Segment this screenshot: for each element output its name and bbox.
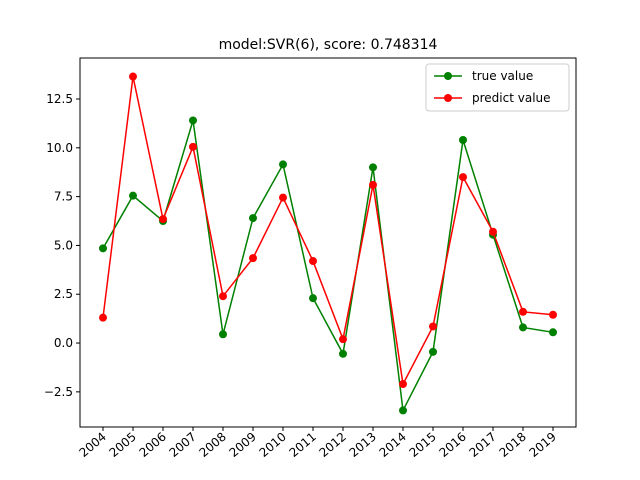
y-tick-label-2: 2.5 — [54, 287, 73, 301]
x-tick-label-2010: 2010 — [257, 430, 289, 460]
series-1-point-2007 — [189, 142, 197, 151]
series-layer — [99, 72, 557, 415]
series-0-point-2008 — [219, 330, 227, 339]
series-1-point-2017 — [489, 227, 497, 236]
y-tick-label-4: 7.5 — [54, 190, 73, 204]
series-1-point-2014 — [399, 380, 407, 389]
y-tick-label-3: 5.0 — [54, 238, 73, 252]
x-tick-label-2015: 2015 — [407, 430, 439, 460]
plot-frame — [79, 57, 577, 428]
series-0-point-2005 — [129, 191, 137, 200]
series-1-point-2018 — [519, 307, 527, 316]
series-0-point-2019 — [549, 328, 557, 337]
x-tick-label-2017: 2017 — [467, 430, 499, 460]
x-tick-label-2011: 2011 — [287, 430, 319, 460]
x-tick-label-2016: 2016 — [437, 430, 469, 460]
series-0-point-2011 — [309, 294, 317, 303]
x-tick-label-2008: 2008 — [197, 430, 229, 460]
series-0-point-2015 — [429, 347, 437, 356]
legend-marker-1 — [444, 94, 452, 102]
series-0-point-2018 — [519, 323, 527, 332]
series-0-point-2007 — [189, 116, 197, 125]
y-tick-label-0: −2.5 — [44, 385, 73, 399]
legend-label-1: predict value — [472, 91, 551, 105]
series-1-point-2004 — [99, 313, 107, 322]
series-1-point-2013 — [369, 180, 377, 189]
series-line-0 — [102, 120, 554, 413]
series-0-point-2013 — [369, 163, 377, 172]
series-0-point-2016 — [459, 136, 467, 144]
x-tick-label-2014: 2014 — [377, 430, 409, 460]
series-1-point-2011 — [309, 257, 317, 266]
series-1-point-2010 — [279, 193, 287, 202]
legend-item-1: predict value — [434, 91, 551, 105]
series-0 — [99, 116, 557, 415]
series-0-point-2010 — [279, 160, 287, 169]
series-1-point-2019 — [549, 310, 557, 319]
legend-marker-0 — [444, 72, 452, 80]
x-tick-label-2006: 2006 — [137, 430, 169, 460]
series-0-point-2014 — [399, 406, 407, 415]
x-axis: 2004200520062007200820092010201120122013… — [77, 427, 559, 460]
series-1 — [99, 72, 557, 389]
series-1-point-2015 — [429, 322, 437, 331]
x-tick-label-2018: 2018 — [497, 430, 529, 460]
series-1-point-2008 — [219, 292, 227, 301]
series-0-point-2012 — [339, 349, 347, 358]
x-tick-label-2005: 2005 — [107, 430, 139, 460]
series-line-1 — [102, 76, 554, 387]
x-tick-label-2012: 2012 — [317, 430, 349, 460]
chart-title: model:SVR(6), score: 0.748314 — [219, 37, 438, 53]
series-1-point-2016 — [459, 173, 467, 182]
x-tick-label-2004: 2004 — [77, 430, 109, 460]
legend: true value predict value — [425, 63, 570, 112]
x-tick-label-2013: 2013 — [347, 430, 379, 460]
x-tick-label-2019: 2019 — [527, 430, 559, 460]
y-tick-label-1: 0.0 — [54, 336, 73, 350]
legend-label-0: true value — [472, 69, 533, 83]
y-axis: −2.5 0.0 2.5 5.0 7.5 10.0 12.5 — [44, 92, 80, 399]
y-tick-label-6: 12.5 — [46, 92, 73, 106]
series-1-point-2012 — [339, 335, 347, 344]
series-0-point-2009 — [249, 214, 257, 223]
series-1-point-2005 — [129, 72, 137, 81]
series-1-point-2009 — [249, 254, 257, 263]
series-0-point-2004 — [99, 244, 107, 253]
y-tick-label-5: 10.0 — [46, 141, 73, 155]
x-tick-label-2009: 2009 — [227, 430, 259, 460]
legend-item-0: true value — [434, 69, 533, 83]
x-tick-label-2007: 2007 — [167, 430, 199, 460]
series-1-point-2006 — [159, 215, 167, 224]
